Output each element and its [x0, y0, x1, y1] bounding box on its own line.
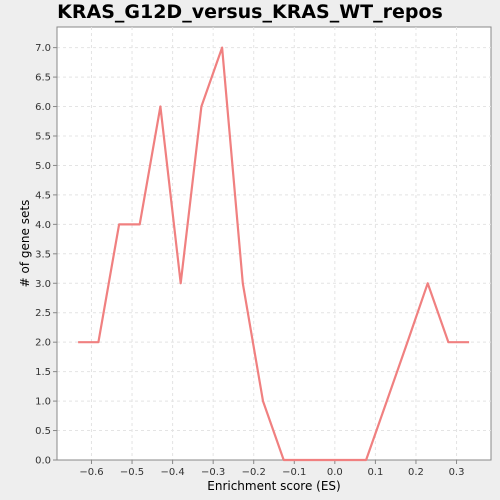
series-line-0 [78, 46, 470, 462]
plot-area [56, 26, 492, 461]
y-tick-label: 1.0 [35, 397, 51, 408]
y-tick-label: 4.5 [35, 190, 51, 201]
x-tick-label: −0.5 [120, 467, 144, 478]
y-tick-label: 1.5 [35, 367, 51, 378]
axes [56, 27, 491, 461]
y-tick-label: 2.5 [35, 308, 51, 319]
y-axis-label: # of gene sets [18, 200, 32, 288]
y-tick-label: 3.5 [35, 249, 51, 260]
y-tick-label: 7.0 [35, 43, 51, 54]
x-tick-label: 0.1 [367, 467, 383, 478]
x-axis-ticks: −0.6 −0.5 −0.4 −0.3 −0.2 −0.1 0.0 0.1 0.2 0.3 [79, 460, 464, 478]
y-tick-label: 3.0 [35, 279, 51, 290]
x-tick-label: −0.4 [160, 467, 184, 478]
x-tick-label: −0.1 [282, 467, 306, 478]
x-tick-label: −0.3 [201, 467, 225, 478]
y-axis-ticks: 0.0 0.5 1.0 1.5 2.0 2.5 3.0 3.5 4.0 4.5 5.0 5.5 6.0 6… [35, 43, 57, 467]
y-tick-label: 6.5 [35, 73, 51, 84]
x-tick-label: 0.2 [408, 467, 424, 478]
series-group [78, 46, 470, 462]
x-tick-label: 0.3 [449, 467, 465, 478]
y-tick-label: 2.0 [35, 338, 51, 349]
x-tick-label: −0.6 [79, 467, 103, 478]
chart-title: KRAS_G12D_versus_KRAS_WT_repos [57, 1, 443, 23]
y-tick-label: 6.0 [35, 102, 51, 113]
y-tick-label: 5.0 [35, 161, 51, 172]
y-tick-label: 5.5 [35, 131, 51, 142]
x-axis-label: Enrichment score (ES) [207, 479, 340, 493]
x-tick-label: 0.0 [327, 467, 343, 478]
y-tick-label: 0.5 [35, 426, 51, 437]
x-tick-label: −0.2 [242, 467, 266, 478]
y-tick-label: 0.0 [35, 456, 51, 467]
y-tick-label: 4.0 [35, 220, 51, 231]
